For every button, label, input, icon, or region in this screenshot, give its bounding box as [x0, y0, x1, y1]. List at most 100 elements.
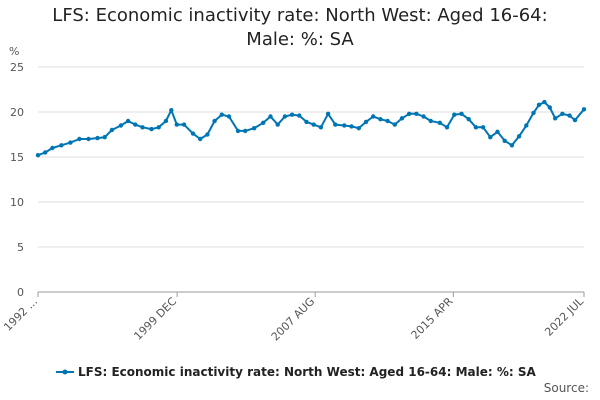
data-point[interactable] [95, 135, 100, 141]
data-point[interactable] [495, 129, 500, 134]
data-point[interactable] [140, 125, 145, 130]
data-point[interactable] [282, 114, 288, 119]
data-point[interactable] [311, 122, 316, 127]
data-point[interactable] [190, 131, 196, 136]
data-point[interactable] [378, 117, 383, 122]
data-point[interactable] [466, 117, 471, 122]
data-point[interactable] [118, 123, 124, 128]
data-point[interactable] [174, 122, 179, 127]
data-point[interactable] [243, 128, 248, 134]
data-point[interactable] [572, 117, 578, 123]
data-point[interactable] [268, 114, 273, 119]
data-point[interactable] [235, 128, 241, 134]
data-point[interactable] [444, 125, 450, 130]
series-layer [35, 99, 587, 158]
data-point[interactable] [125, 118, 131, 124]
data-point[interactable] [480, 125, 486, 130]
data-point[interactable] [473, 125, 479, 130]
x-tick-label: 2022 JUL [542, 294, 586, 338]
data-point[interactable] [502, 138, 507, 143]
data-point[interactable] [325, 111, 331, 117]
data-point[interactable] [261, 120, 266, 126]
data-point[interactable] [163, 118, 169, 124]
data-point[interactable] [219, 112, 224, 117]
y-tick-label: 0 [17, 286, 24, 299]
data-point[interactable] [553, 116, 558, 121]
data-point[interactable] [428, 118, 433, 124]
data-point[interactable] [414, 111, 419, 117]
data-point[interactable] [342, 123, 347, 128]
data-point[interactable] [169, 108, 174, 113]
data-point[interactable] [198, 136, 203, 142]
data-point[interactable] [77, 136, 82, 142]
x-axis-ticks: 1992 ... 1999 DEC 2007 AUG 2015 APR 2022 JUL [1, 292, 587, 344]
data-point[interactable] [542, 99, 547, 105]
data-point[interactable] [547, 105, 552, 110]
data-point[interactable] [509, 143, 515, 148]
y-tick-label: 10 [10, 196, 24, 209]
data-point[interactable] [536, 102, 542, 108]
legend-point-marker [62, 369, 68, 375]
y-axis-ticks: 0 5 10 15 20 25 [10, 61, 24, 299]
x-tick-label: 2007 AUG [269, 295, 318, 344]
data-point[interactable] [289, 112, 295, 117]
data-point[interactable] [333, 122, 338, 127]
data-point[interactable] [181, 122, 187, 127]
data-point[interactable] [59, 143, 64, 148]
data-point[interactable] [524, 123, 529, 128]
data-point[interactable] [399, 116, 405, 121]
y-axis-unit-label: % [9, 45, 19, 58]
data-point[interactable] [133, 122, 138, 127]
data-point[interactable] [318, 125, 324, 130]
data-point[interactable] [531, 110, 536, 116]
data-point[interactable] [371, 114, 376, 119]
data-point[interactable] [68, 140, 73, 145]
data-point[interactable] [567, 113, 572, 118]
data-point[interactable] [297, 113, 302, 118]
chart-title-line-1: LFS: Economic inactivity rate: North Wes… [52, 5, 548, 26]
data-point[interactable] [109, 127, 115, 133]
series-line [37, 101, 585, 157]
data-point[interactable] [226, 114, 232, 119]
legend-label: LFS: Economic inactivity rate: North Wes… [78, 365, 536, 379]
data-point[interactable] [102, 135, 107, 140]
data-point[interactable] [407, 111, 412, 117]
data-point[interactable] [349, 124, 354, 129]
data-point[interactable] [516, 134, 522, 139]
grid-lines [38, 66, 584, 293]
data-point[interactable] [50, 145, 55, 151]
legend[interactable]: LFS: Economic inactivity rate: North Wes… [56, 365, 536, 379]
data-point[interactable] [43, 150, 48, 155]
data-point[interactable] [86, 136, 91, 142]
data-point[interactable] [459, 111, 464, 117]
data-point[interactable] [392, 122, 397, 127]
data-point[interactable] [356, 126, 361, 131]
x-tick-label: 1992 ... [1, 295, 40, 334]
data-point[interactable] [437, 120, 442, 126]
chart-title: LFS: Economic inactivity rate: North Wes… [0, 4, 600, 52]
data-point[interactable] [363, 119, 369, 125]
y-tick-label: 5 [17, 241, 24, 254]
chart-title-line-2: Male: %: SA [246, 29, 354, 50]
data-point[interactable] [149, 126, 154, 132]
data-point[interactable] [35, 153, 41, 158]
data-point[interactable] [304, 119, 309, 125]
data-point[interactable] [156, 125, 161, 130]
data-point[interactable] [205, 132, 210, 137]
y-tick-label: 20 [10, 106, 24, 119]
data-point[interactable] [212, 118, 217, 124]
source-label: Source: [544, 381, 589, 395]
data-point[interactable] [385, 118, 390, 124]
x-tick-label: 1999 DEC [131, 295, 179, 343]
x-tick-label: 2015 APR [409, 295, 456, 342]
data-point[interactable] [488, 135, 493, 140]
data-point[interactable] [421, 114, 426, 119]
data-point[interactable] [252, 126, 257, 131]
y-tick-label: 15 [10, 151, 24, 164]
data-point[interactable] [452, 112, 457, 117]
y-tick-label: 25 [10, 61, 24, 74]
data-point[interactable] [275, 122, 280, 127]
data-point[interactable] [560, 111, 565, 117]
data-point[interactable] [581, 107, 587, 112]
